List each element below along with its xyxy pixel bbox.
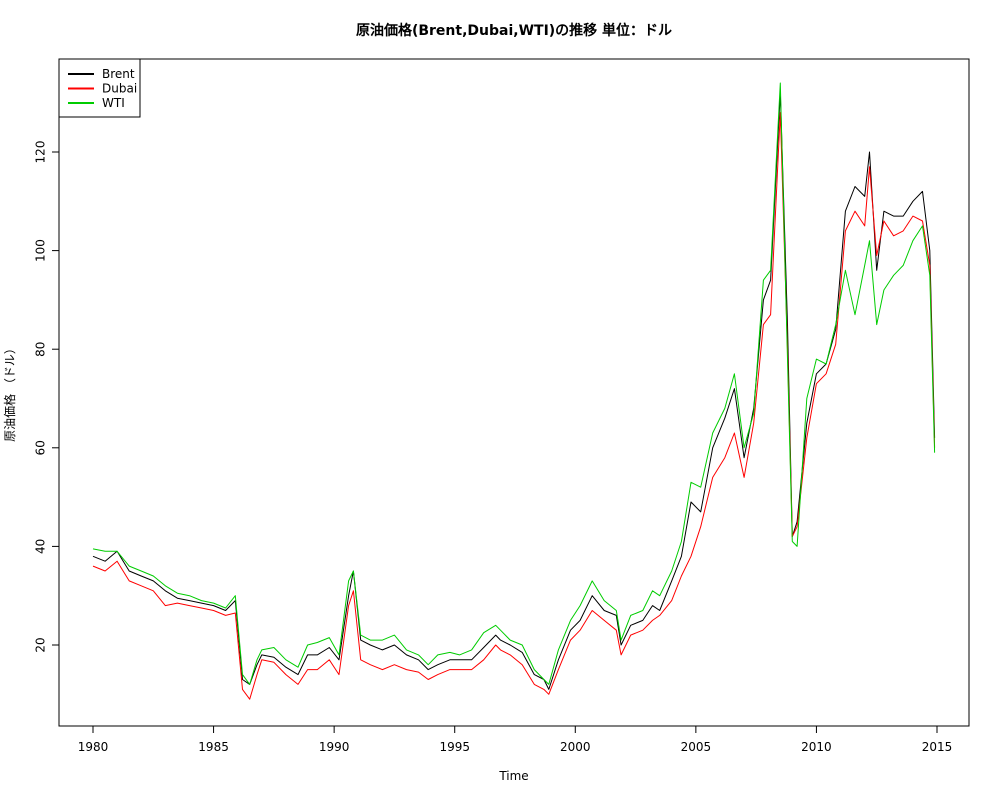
x-axis-label: Time (498, 769, 528, 783)
y-axis: 20 40 60 80 100 120 (34, 141, 59, 653)
y-tick-label-3: 80 (34, 342, 48, 357)
x-tick-label-3: 1995 (439, 740, 470, 754)
x-axis: 1980 1985 1990 1995 2000 2005 2010 2015 (78, 726, 953, 754)
legend-label-wti: WTI (102, 96, 125, 110)
x-tick-label-5: 2005 (681, 740, 712, 754)
x-tick-label-2: 1990 (319, 740, 350, 754)
y-tick-label-2: 60 (34, 440, 48, 455)
x-tick-label-6: 2010 (801, 740, 832, 754)
x-tick-label-0: 1980 (78, 740, 109, 754)
y-tick-label-0: 20 (34, 637, 48, 652)
chart-title: 原油価格(Brent,Dubai,WTI)の推移 単位：ドル (356, 22, 672, 39)
plot-frame (58, 58, 970, 727)
y-axis-label: 原油価格 （ドル） (2, 342, 17, 442)
series-line-wti (92, 82, 936, 685)
x-tick-label-7: 2015 (922, 740, 953, 754)
x-tick-label-1: 1985 (198, 740, 229, 754)
y-tick-label-4: 100 (34, 239, 48, 262)
legend-label-dubai: Dubai (102, 82, 137, 96)
series-layer (92, 82, 936, 700)
x-tick-label-4: 2000 (560, 740, 591, 754)
y-tick-label-5: 120 (34, 141, 48, 164)
legend-label-brent: Brent (102, 67, 135, 81)
series-line-dubai (92, 112, 936, 700)
y-tick-label-1: 40 (34, 539, 48, 554)
